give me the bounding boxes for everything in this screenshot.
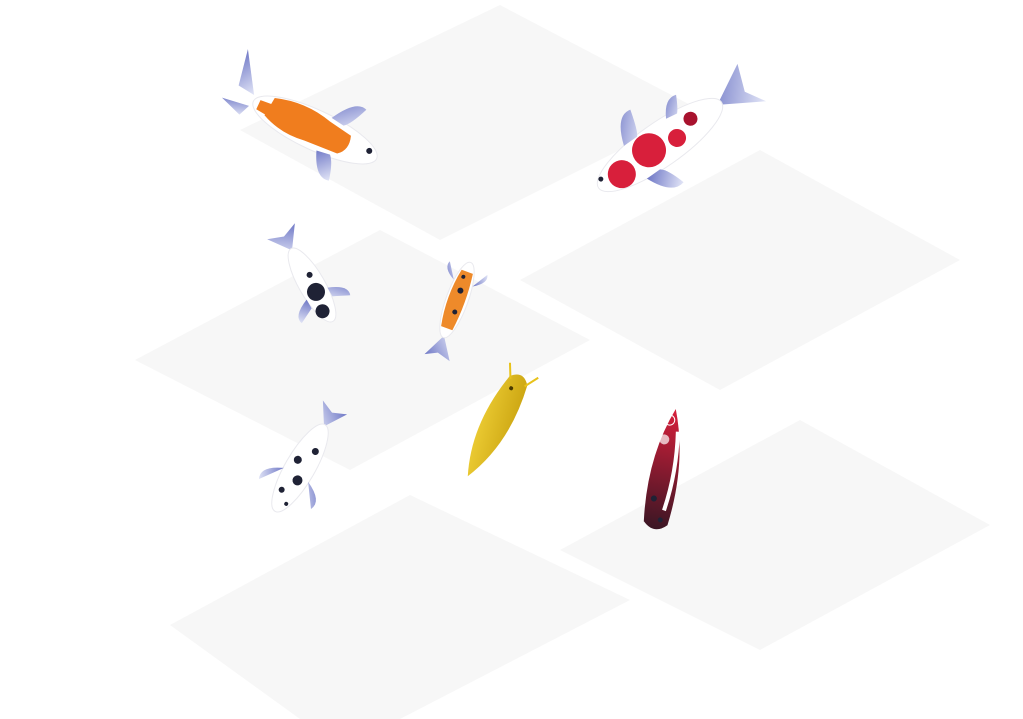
tile — [170, 495, 630, 719]
koi-yellow — [467, 362, 539, 477]
tile — [560, 420, 990, 650]
koi-orange-spotted-small — [424, 261, 488, 362]
koi-white-black-spotted — [259, 400, 348, 513]
tile — [240, 5, 700, 240]
koi-red-spots — [596, 63, 767, 193]
koi-black-spotted-small — [267, 223, 351, 324]
koi-red-black — [643, 408, 680, 530]
koi-orange-white — [221, 49, 378, 181]
background-tiles — [135, 5, 990, 719]
tile — [135, 230, 590, 470]
tile — [520, 150, 960, 390]
